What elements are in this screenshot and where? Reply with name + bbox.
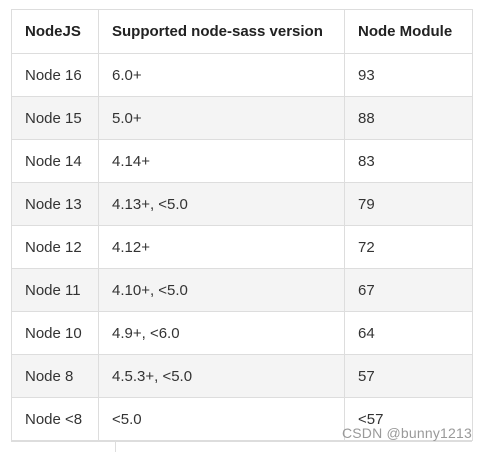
cell-nodejs: Node <8 [11, 397, 99, 441]
header-node-module: Node Module [344, 9, 473, 54]
cell-nodejs: Node 14 [11, 139, 99, 183]
table-continuation-edge [11, 441, 472, 452]
cell-nodejs: Node 13 [11, 182, 99, 226]
header-nodejs: NodeJS [11, 9, 99, 54]
table-row: Node 10 4.9+, <6.0 64 [11, 311, 473, 355]
table-body: Node 16 6.0+ 93 Node 15 5.0+ 88 Node 14 … [11, 53, 473, 441]
cell-node-sass-version: 6.0+ [98, 53, 345, 97]
cell-node-module: 57 [344, 354, 473, 398]
header-supported-node-sass-version: Supported node-sass version [98, 9, 345, 54]
table-row: Node 14 4.14+ 83 [11, 139, 473, 183]
cell-node-module: 64 [344, 311, 473, 355]
cell-node-module: <57 [344, 397, 473, 441]
table-row: Node 8 4.5.3+, <5.0 57 [11, 354, 473, 398]
cell-node-sass-version: 5.0+ [98, 96, 345, 140]
header-row: NodeJS Supported node-sass version Node … [11, 9, 473, 54]
table-row: Node 16 6.0+ 93 [11, 53, 473, 97]
cell-node-sass-version: 4.10+, <5.0 [98, 268, 345, 312]
cell-node-module: 88 [344, 96, 473, 140]
cell-nodejs: Node 16 [11, 53, 99, 97]
node-sass-compatibility-table: NodeJS Supported node-sass version Node … [11, 9, 473, 441]
cell-node-module: 93 [344, 53, 473, 97]
cell-node-sass-version: 4.12+ [98, 225, 345, 269]
cell-node-sass-version: 4.9+, <6.0 [98, 311, 345, 355]
cell-node-module: 67 [344, 268, 473, 312]
cell-nodejs: Node 15 [11, 96, 99, 140]
table-row: Node 12 4.12+ 72 [11, 225, 473, 269]
cell-node-module: 83 [344, 139, 473, 183]
table-row: Node 11 4.10+, <5.0 67 [11, 268, 473, 312]
cell-node-sass-version: 4.14+ [98, 139, 345, 183]
table-row: Node <8 <5.0 <57 [11, 397, 473, 441]
cell-node-sass-version: <5.0 [98, 397, 345, 441]
cell-nodejs: Node 11 [11, 268, 99, 312]
cell-node-module: 79 [344, 182, 473, 226]
cell-node-sass-version: 4.13+, <5.0 [98, 182, 345, 226]
cell-nodejs: Node 10 [11, 311, 99, 355]
table-row: Node 15 5.0+ 88 [11, 96, 473, 140]
cell-nodejs: Node 8 [11, 354, 99, 398]
cell-node-sass-version: 4.5.3+, <5.0 [98, 354, 345, 398]
column-divider [115, 442, 116, 452]
cell-nodejs: Node 12 [11, 225, 99, 269]
table-row: Node 13 4.13+, <5.0 79 [11, 182, 473, 226]
cell-node-module: 72 [344, 225, 473, 269]
table-header: NodeJS Supported node-sass version Node … [11, 9, 473, 54]
